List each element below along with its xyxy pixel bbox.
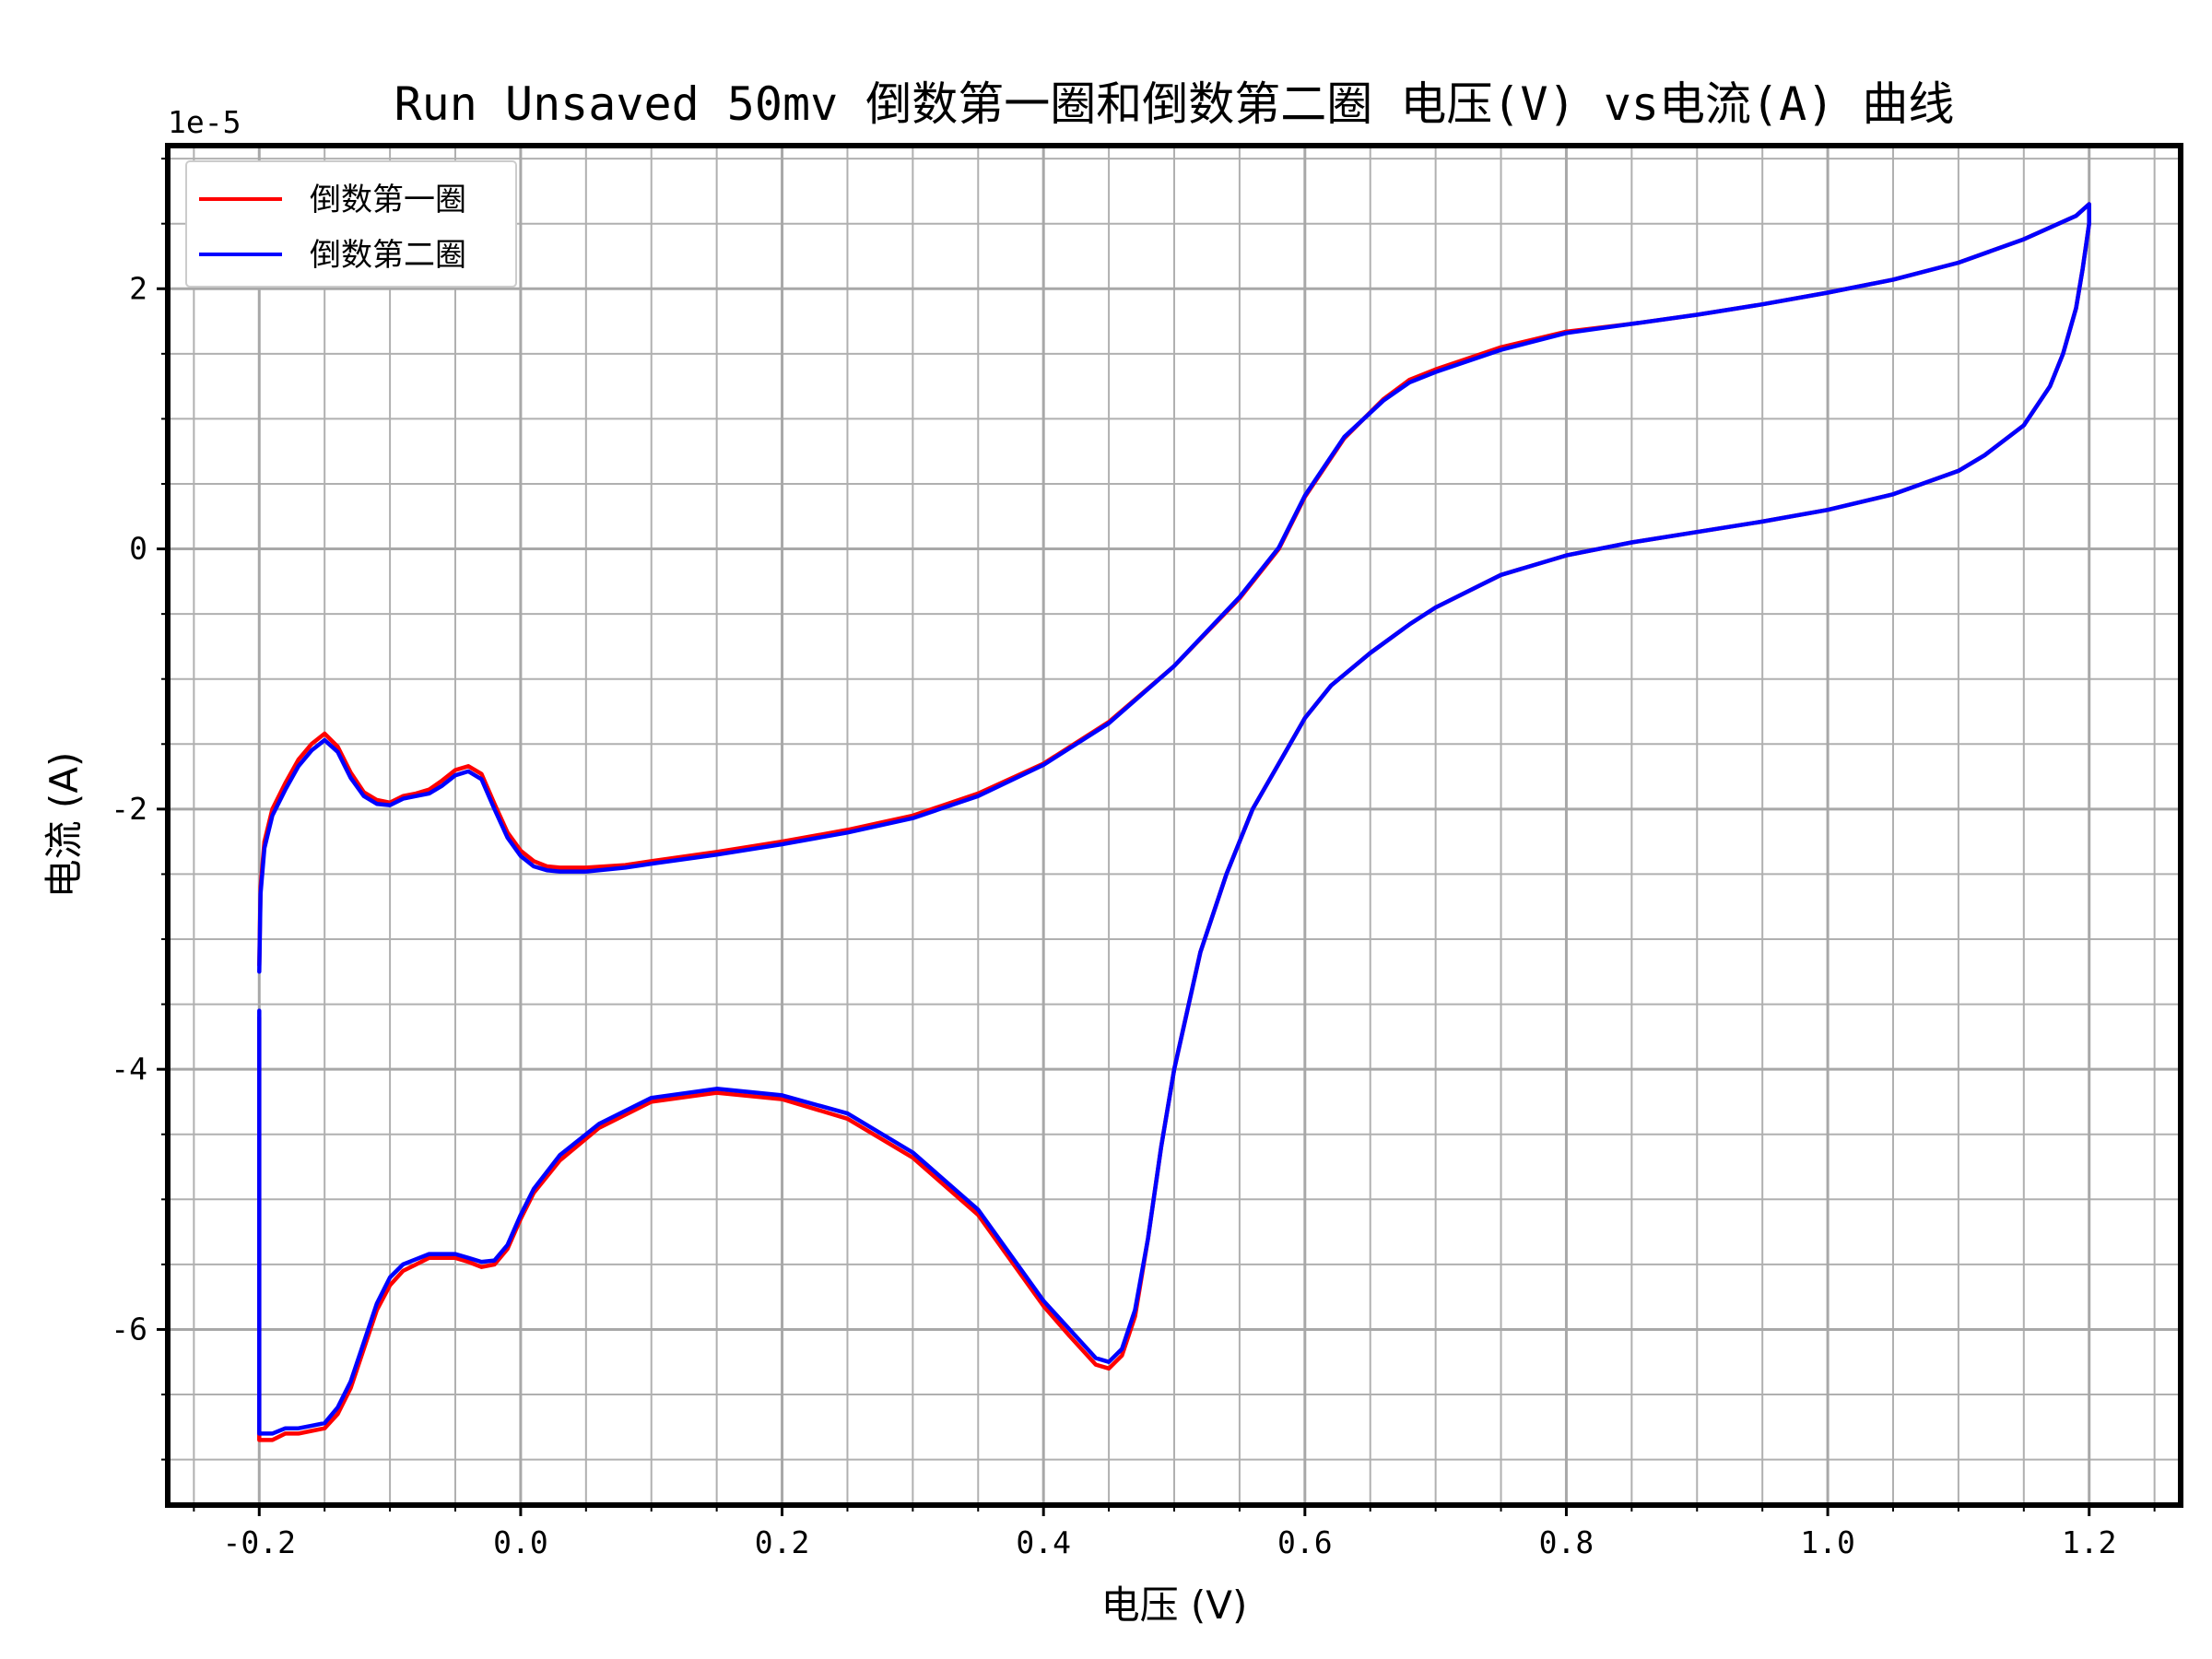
major-grid bbox=[168, 146, 2181, 1505]
legend-label-1: 倒数第一圈 bbox=[310, 182, 466, 218]
x-axis-label: 电压 (V) bbox=[1101, 1583, 1248, 1628]
series-layer bbox=[257, 202, 2091, 1442]
y-tick-label: -4 bbox=[111, 1051, 147, 1087]
ticks: -0.2 0.0 0.2 0.4 0.6 0.8 1.0 1.2 -6 -4 -2 0 2 bbox=[111, 158, 2156, 1560]
x-tick-label: 0.2 bbox=[755, 1524, 810, 1560]
y-tick-label: -6 bbox=[111, 1311, 147, 1347]
legend: 倒数第一圈 倒数第二圈 bbox=[185, 160, 517, 288]
x-tick-label: 1.2 bbox=[2062, 1524, 2117, 1560]
legend-label-2: 倒数第二圈 bbox=[310, 237, 466, 274]
x-tick-label: 0.8 bbox=[1539, 1524, 1594, 1560]
x-tick-label: 0.0 bbox=[493, 1524, 548, 1560]
x-tick-label: 0.6 bbox=[1277, 1524, 1333, 1560]
y-tick-label: -2 bbox=[111, 791, 147, 827]
x-tick-label: 0.4 bbox=[1016, 1524, 1071, 1560]
chart-title: Run Unsaved 50mv 倒数第一圈和倒数第二圈 电压(V) vs电流(… bbox=[394, 77, 1955, 131]
x-tick-label: -0.2 bbox=[223, 1524, 296, 1560]
y-tick-label: 2 bbox=[129, 270, 147, 306]
x-tick-label: 1.0 bbox=[1800, 1524, 1855, 1560]
y-axis-label: 电流 (A) bbox=[41, 752, 87, 899]
series-line-2 bbox=[257, 202, 2091, 1436]
y-scale-note: 1e-5 bbox=[168, 104, 241, 140]
y-tick-label: 0 bbox=[129, 531, 147, 567]
